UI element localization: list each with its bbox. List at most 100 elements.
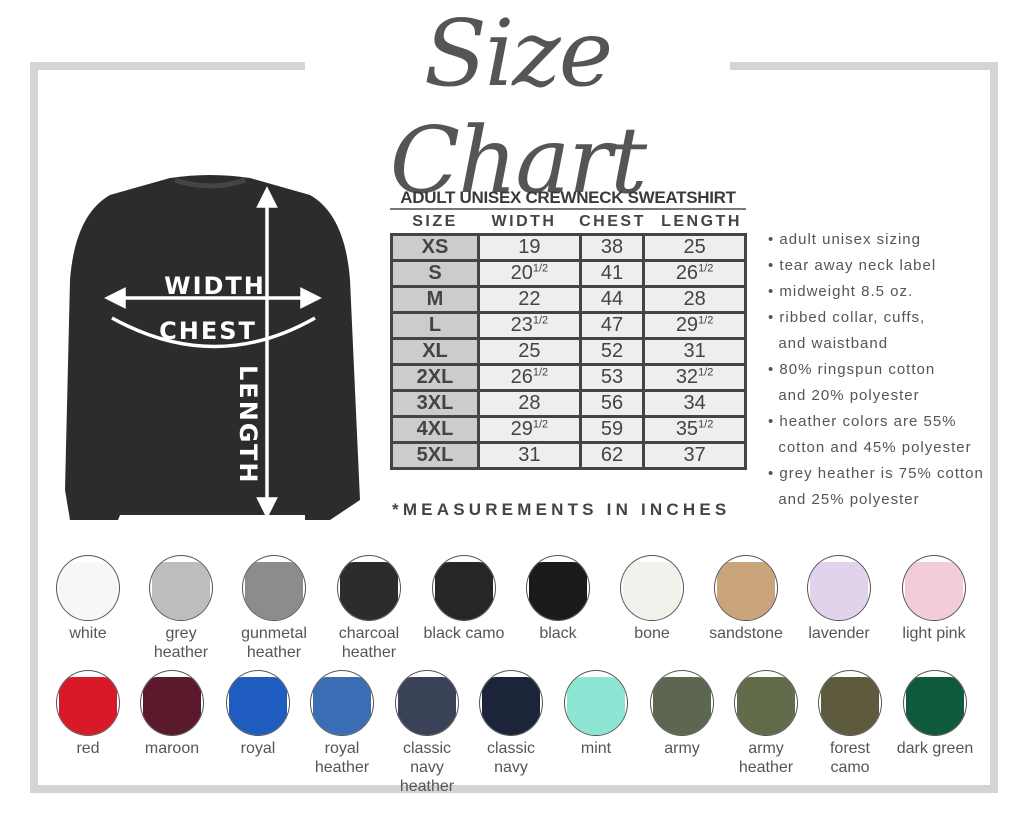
- title-background: [305, 50, 730, 80]
- length-label: LENGTH: [234, 365, 262, 485]
- swatch-circle: [479, 670, 543, 736]
- color-swatch[interactable]: royal: [213, 670, 303, 758]
- measurement-cell: 25: [477, 337, 582, 366]
- sweatshirt-icon: [653, 677, 711, 735]
- swatch-label: army heather: [738, 740, 794, 776]
- swatch-label: black: [539, 625, 577, 642]
- swatch-label: sandstone: [709, 625, 783, 642]
- measurement-cell: 62: [578, 441, 646, 470]
- measurement-cell: 231/2: [477, 311, 582, 340]
- swatch-label: army: [664, 740, 700, 757]
- color-swatch[interactable]: dark green: [890, 670, 980, 758]
- table-row: XS 19 38 25: [390, 233, 747, 262]
- measurement-cell: 34: [642, 389, 747, 418]
- measurement-cell: 41: [578, 259, 646, 288]
- measurement-cell: 261/2: [642, 259, 747, 288]
- color-swatch[interactable]: royal heather: [297, 670, 387, 777]
- color-swatch[interactable]: charcoal heather: [324, 555, 414, 662]
- color-swatch[interactable]: mint: [551, 670, 641, 758]
- sweatshirt-icon: [340, 562, 398, 620]
- color-swatch[interactable]: forest camo: [805, 670, 895, 777]
- measurement-cell: 321/2: [642, 363, 747, 392]
- color-swatch[interactable]: classic navy heather: [382, 670, 472, 796]
- color-swatch[interactable]: black camo: [419, 555, 509, 643]
- color-swatch[interactable]: classic navy: [466, 670, 556, 777]
- color-swatch[interactable]: light pink: [889, 555, 979, 643]
- measurement-cell: 28: [477, 389, 582, 418]
- swatch-label: black camo: [423, 625, 505, 642]
- color-swatch[interactable]: black: [513, 555, 603, 643]
- sweatshirt-icon: [152, 562, 210, 620]
- chest-label: CHEST: [159, 317, 257, 345]
- measurement-cell: 28: [642, 285, 747, 314]
- color-swatch[interactable]: army: [637, 670, 727, 758]
- swatch-label: red: [76, 740, 100, 757]
- swatch-circle: [714, 555, 778, 621]
- feature-item: and 20% polyester: [768, 387, 920, 404]
- swatch-label: maroon: [144, 740, 200, 757]
- table-row: S 201/2 41 261/2: [390, 259, 747, 288]
- swatch-label: royal heather: [314, 740, 370, 776]
- feature-item: • adult unisex sizing: [768, 231, 921, 248]
- swatch-circle: [242, 555, 306, 621]
- sweatshirt-icon: [59, 677, 117, 735]
- size-cell: 5XL: [390, 441, 480, 470]
- color-swatch[interactable]: lavender: [794, 555, 884, 643]
- sweatshirt-icon: [567, 677, 625, 735]
- sweatshirt-diagram: WIDTH CHEST LENGTH: [65, 175, 360, 520]
- sweatshirt-icon: [905, 562, 963, 620]
- swatch-circle: [56, 670, 120, 736]
- table-row: 2XL 261/2 53 321/2: [390, 363, 747, 392]
- measurement-cell: 25: [642, 233, 747, 262]
- color-swatch[interactable]: white: [43, 555, 133, 643]
- table-row: 4XL 291/2 59 351/2: [390, 415, 747, 444]
- sweatshirt-icon: [229, 677, 287, 735]
- swatch-label: lavender: [808, 625, 870, 642]
- swatch-circle: [526, 555, 590, 621]
- color-swatch[interactable]: sandstone: [701, 555, 791, 643]
- measurement-cell: 22: [477, 285, 582, 314]
- header-chest: CHEST: [579, 213, 646, 230]
- size-cell: S: [390, 259, 480, 288]
- swatch-circle: [902, 555, 966, 621]
- sweatshirt-icon: [143, 677, 201, 735]
- swatch-label: classic navy heather: [399, 740, 455, 795]
- swatch-label: classic navy: [486, 740, 535, 776]
- feature-item: • ribbed collar, cuffs,: [768, 309, 926, 326]
- color-swatch[interactable]: army heather: [721, 670, 811, 777]
- measurement-cell: 53: [578, 363, 646, 392]
- size-cell: 2XL: [390, 363, 480, 392]
- swatch-label: white: [69, 625, 107, 642]
- color-swatch[interactable]: maroon: [127, 670, 217, 758]
- color-swatch[interactable]: gunmetal heather: [229, 555, 319, 662]
- swatch-label: gunmetal heather: [241, 625, 307, 661]
- measurement-cell: 261/2: [477, 363, 582, 392]
- swatch-label: grey heather: [153, 625, 209, 661]
- feature-item: • 80% ringspun cotton: [768, 361, 936, 378]
- table-row: M 22 44 28: [390, 285, 747, 314]
- sweatshirt-icon: [245, 562, 303, 620]
- header-size: SIZE: [412, 213, 458, 230]
- table-row: L 231/2 47 291/2: [390, 311, 747, 340]
- swatch-circle: [818, 670, 882, 736]
- swatch-circle: [310, 670, 374, 736]
- header-length: LENGTH: [661, 213, 742, 230]
- swatch-circle: [140, 670, 204, 736]
- table-row: 5XL 31 62 37: [390, 441, 747, 470]
- measurement-cell: 291/2: [477, 415, 582, 444]
- sweatshirt-icon: [59, 562, 117, 620]
- color-swatch[interactable]: red: [43, 670, 133, 758]
- swatch-label: charcoal heather: [338, 625, 400, 661]
- swatch-circle: [432, 555, 496, 621]
- swatch-circle: [149, 555, 213, 621]
- color-swatch[interactable]: bone: [607, 555, 697, 643]
- swatch-circle: [226, 670, 290, 736]
- sweatshirt-icon: [810, 562, 868, 620]
- table-row: 3XL 28 56 34: [390, 389, 747, 418]
- size-cell: M: [390, 285, 480, 314]
- feature-list: • adult unisex sizing • tear away neck la…: [768, 227, 984, 513]
- measurement-cell: 351/2: [642, 415, 747, 444]
- feature-item: • tear away neck label: [768, 257, 937, 274]
- measurement-cell: 59: [578, 415, 646, 444]
- color-swatch[interactable]: grey heather: [136, 555, 226, 662]
